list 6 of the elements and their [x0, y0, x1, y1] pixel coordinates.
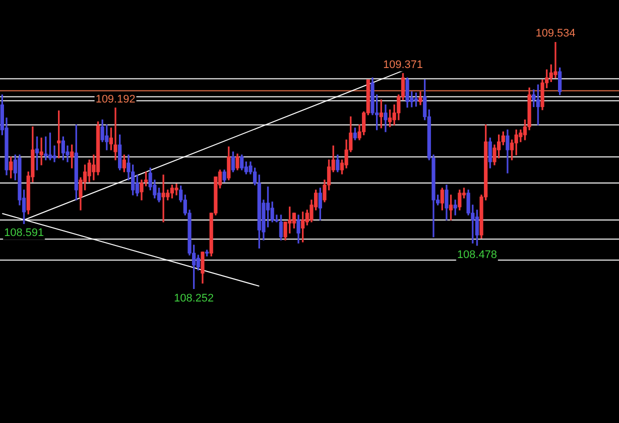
annotation: 108.591: [4, 227, 44, 240]
annotation: 109.371: [383, 58, 423, 71]
annotation: 108.252: [174, 292, 214, 305]
annotation: 109.534: [536, 28, 576, 40]
annotation: 109.192: [96, 93, 136, 106]
annotation: 108.478: [457, 248, 497, 261]
